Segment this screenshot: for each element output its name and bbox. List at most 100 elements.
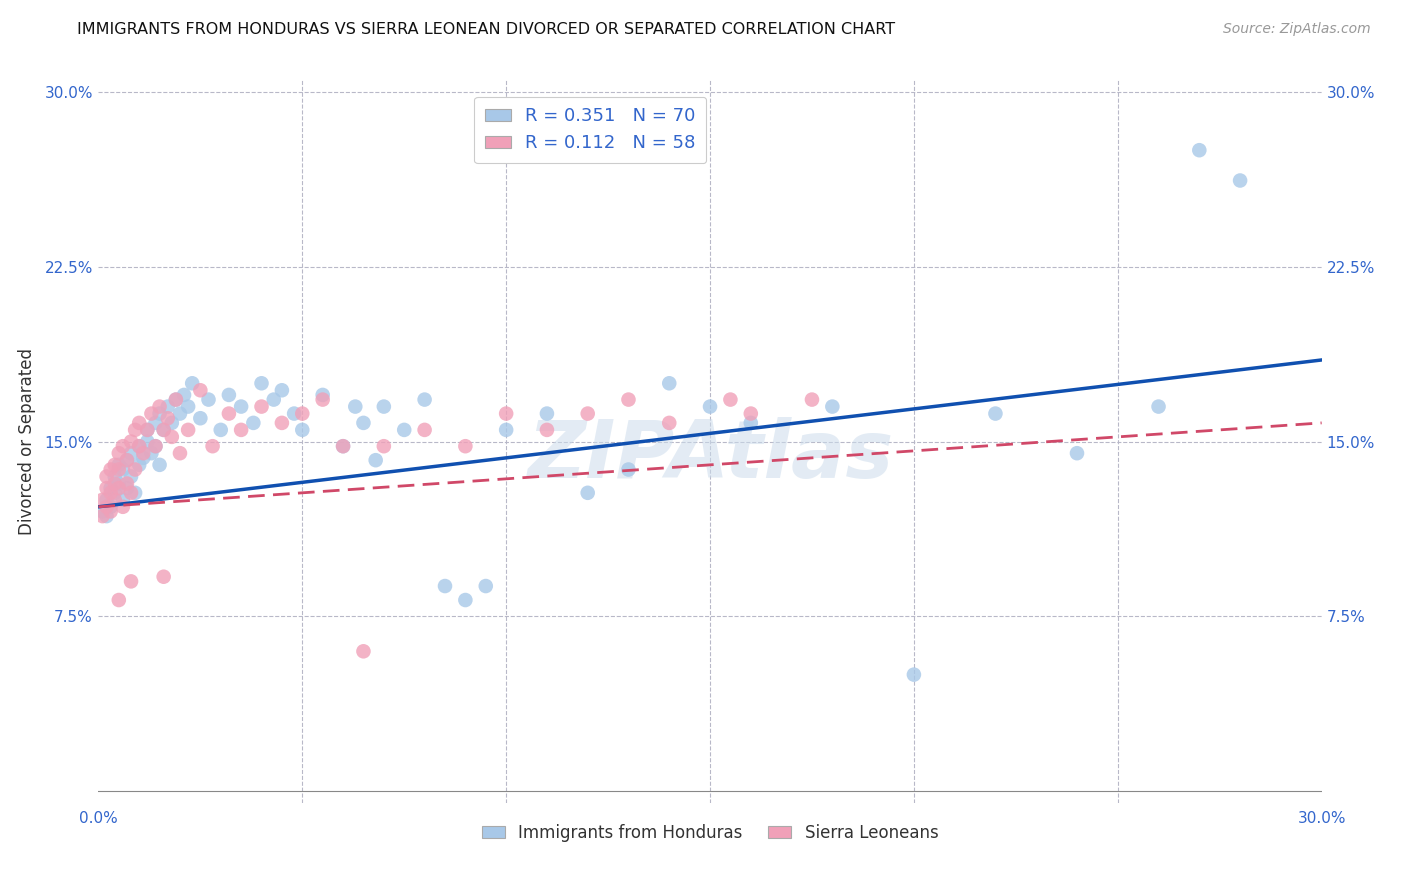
Point [283, 407, 305, 421]
Point [128, 458, 150, 472]
Point [100, 504, 122, 518]
Point [152, 570, 174, 584]
Point [165, 392, 187, 407]
Point [104, 485, 127, 500]
Point [821, 400, 844, 414]
Point [141, 446, 163, 460]
Point [169, 446, 191, 460]
Point [740, 416, 762, 430]
Point [181, 376, 204, 391]
Point [128, 439, 150, 453]
Point [188, 384, 212, 398]
Y-axis label: Divorced or Separated: Divorced or Separated [18, 348, 37, 535]
Point [100, 481, 122, 495]
Legend: Immigrants from Honduras, Sierra Leoneans: Immigrants from Honduras, Sierra Leonean… [475, 817, 945, 848]
Text: Source: ZipAtlas.com: Source: ZipAtlas.com [1223, 22, 1371, 37]
Point [91, 492, 114, 507]
Point [136, 434, 159, 449]
Point [156, 400, 179, 414]
Point [718, 392, 742, 407]
Point [104, 458, 127, 472]
Point [124, 462, 146, 476]
Point [291, 407, 314, 421]
Point [1147, 400, 1170, 414]
Point [120, 434, 142, 449]
Point [332, 439, 354, 453]
Point [231, 423, 253, 437]
Point [120, 446, 142, 460]
Point [100, 462, 122, 476]
Point [801, 392, 824, 407]
Point [104, 492, 127, 507]
Point [91, 509, 114, 524]
Point [352, 644, 374, 658]
Point [495, 407, 517, 421]
Text: ZIPAtlas: ZIPAtlas [527, 417, 893, 495]
Text: IMMIGRANTS FROM HONDURAS VS SIERRA LEONEAN DIVORCED OR SEPARATED CORRELATION CHA: IMMIGRANTS FROM HONDURAS VS SIERRA LEONE… [77, 22, 896, 37]
Point [145, 439, 167, 453]
Point [115, 476, 138, 491]
Point [160, 430, 183, 444]
Point [218, 407, 240, 421]
Point [263, 392, 285, 407]
Point [156, 411, 179, 425]
Point [250, 376, 273, 391]
Point [699, 400, 721, 414]
Point [152, 423, 174, 437]
Point [332, 439, 354, 453]
Point [197, 392, 219, 407]
Point [104, 469, 127, 483]
Point [474, 579, 498, 593]
Point [658, 376, 681, 391]
Point [145, 439, 167, 453]
Point [96, 481, 118, 495]
Point [104, 476, 127, 491]
Point [96, 509, 118, 524]
Point [136, 423, 159, 437]
Point [128, 439, 150, 453]
Point [173, 388, 195, 402]
Point [124, 423, 146, 437]
Point [96, 469, 118, 483]
Point [111, 492, 134, 507]
Point [165, 392, 187, 407]
Point [111, 500, 134, 514]
Point [291, 423, 314, 437]
Point [115, 453, 138, 467]
Point [413, 423, 436, 437]
Point [454, 439, 477, 453]
Point [177, 423, 200, 437]
Point [169, 407, 191, 421]
Point [108, 476, 131, 491]
Point [617, 392, 640, 407]
Point [413, 392, 436, 407]
Point [96, 500, 118, 514]
Point [209, 423, 232, 437]
Point [160, 416, 183, 430]
Point [120, 469, 142, 483]
Point [108, 458, 131, 472]
Point [91, 504, 114, 518]
Point [617, 462, 640, 476]
Point [392, 423, 416, 437]
Point [373, 439, 395, 453]
Point [188, 411, 212, 425]
Point [344, 400, 367, 414]
Point [495, 423, 517, 437]
Point [903, 667, 925, 681]
Point [100, 500, 122, 514]
Point [984, 407, 1007, 421]
Point [270, 384, 294, 398]
Point [218, 388, 240, 402]
Point [364, 453, 387, 467]
Point [115, 481, 138, 495]
Point [231, 400, 253, 414]
Point [352, 416, 374, 430]
Point [312, 388, 335, 402]
Point [132, 450, 155, 465]
Point [128, 416, 150, 430]
Point [201, 439, 224, 453]
Point [576, 407, 599, 421]
Point [108, 446, 131, 460]
Point [132, 446, 155, 460]
